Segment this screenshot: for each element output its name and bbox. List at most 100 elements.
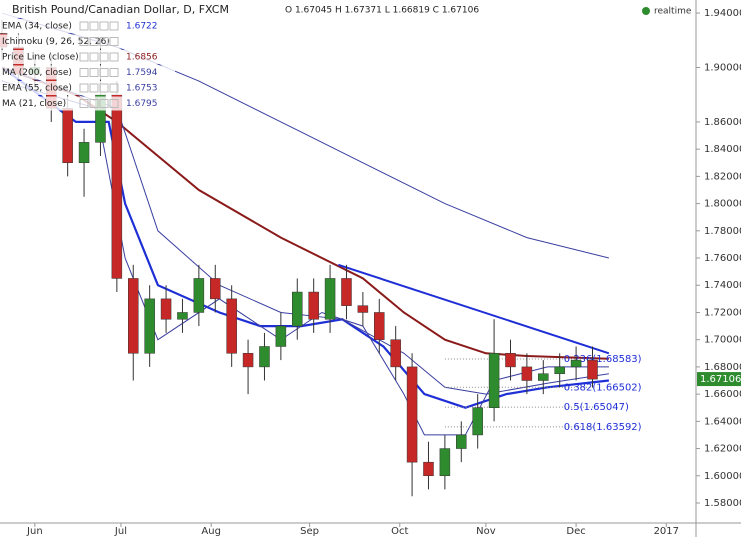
y-tick-label: 1.68000 bbox=[704, 362, 741, 373]
fib-label: 0.618(1.63592) bbox=[564, 422, 642, 433]
legend-name: EMA (34, close) bbox=[2, 22, 72, 32]
candle-body bbox=[374, 312, 385, 340]
legend-value: 1.6856 bbox=[126, 53, 158, 63]
candle-body bbox=[456, 434, 467, 449]
x-tick-label: Nov bbox=[476, 526, 496, 537]
y-tick-label: 1.58000 bbox=[704, 498, 741, 509]
candle-body bbox=[472, 407, 483, 436]
candle-body bbox=[390, 339, 401, 368]
legend-icon bbox=[99, 37, 109, 46]
legend-icon bbox=[99, 21, 109, 31]
candle-body bbox=[488, 353, 500, 408]
legend-name: MA (200, close) bbox=[2, 68, 72, 78]
legend-icon bbox=[89, 99, 99, 108]
legend-value: 1.6722 bbox=[126, 22, 158, 32]
candle-body bbox=[308, 291, 319, 320]
legend-icon bbox=[89, 21, 99, 31]
legend-icon bbox=[79, 52, 89, 62]
candle-body bbox=[111, 94, 123, 279]
candle-body bbox=[341, 278, 352, 306]
legend-icon bbox=[79, 37, 89, 46]
candle-body bbox=[78, 142, 90, 164]
chart-title: British Pound/Canadian Dollar, D, FXCM bbox=[12, 3, 229, 16]
x-tick-label: Oct bbox=[391, 526, 408, 537]
fib-label: 0.5(1.65047) bbox=[564, 402, 629, 413]
candle-body bbox=[144, 298, 155, 354]
header-bg bbox=[0, 0, 330, 18]
y-tick-label: 1.78000 bbox=[704, 226, 741, 237]
x-tick-label: 2017 bbox=[654, 526, 679, 537]
y-tick-label: 1.86000 bbox=[704, 117, 741, 128]
last-price-label: 1.67106 bbox=[700, 374, 741, 385]
y-tick-label: 1.72000 bbox=[704, 307, 741, 318]
y-tick-label: 1.60000 bbox=[704, 471, 741, 482]
legend-icon bbox=[109, 68, 119, 77]
legend-icon bbox=[89, 37, 99, 46]
candle-body bbox=[193, 278, 205, 313]
fib-label: 0.382(1.66502) bbox=[564, 382, 642, 393]
legend-name: Ichimoku (9, 26, 52, 26) bbox=[2, 37, 110, 47]
candle-body bbox=[406, 366, 418, 463]
legend-icon bbox=[79, 83, 89, 93]
y-tick-label: 1.62000 bbox=[704, 444, 741, 455]
legend-icon bbox=[99, 68, 109, 77]
y-tick-label: 1.76000 bbox=[704, 253, 741, 264]
status-dot bbox=[642, 7, 650, 15]
legend-icon bbox=[99, 83, 109, 93]
candle-body bbox=[62, 108, 73, 164]
legend-icon bbox=[99, 52, 109, 62]
y-tick-label: 1.70000 bbox=[704, 335, 741, 346]
candle-body bbox=[357, 305, 369, 313]
candle-body bbox=[275, 325, 287, 347]
x-tick-label: Sep bbox=[300, 526, 319, 537]
candle-body bbox=[505, 353, 516, 368]
candle-body bbox=[226, 298, 237, 354]
x-tick-label: Jun bbox=[26, 526, 43, 537]
candle-body bbox=[177, 312, 188, 320]
legend-icon bbox=[79, 68, 89, 77]
last-price-tag bbox=[697, 372, 741, 387]
candle-body bbox=[128, 278, 139, 354]
candle-body bbox=[423, 461, 434, 477]
candle-body bbox=[210, 278, 221, 300]
candle-body bbox=[242, 353, 254, 368]
legend-name: Price Line (close) bbox=[2, 53, 79, 63]
legend-icon bbox=[109, 52, 119, 62]
candle-body bbox=[570, 359, 582, 368]
trendline bbox=[337, 263, 610, 355]
legend-value: 1.6753 bbox=[126, 84, 158, 94]
candle-body bbox=[587, 359, 598, 380]
candle-body bbox=[538, 373, 549, 381]
y-tick-label: 1.74000 bbox=[704, 280, 741, 291]
y-tick-label: 1.84000 bbox=[704, 144, 741, 155]
candle-body bbox=[554, 366, 565, 374]
y-tick-label: 1.94000 bbox=[704, 8, 741, 19]
y-tick-label: 1.90000 bbox=[704, 63, 741, 74]
x-tick-label: Jul bbox=[114, 526, 127, 537]
legend-icon bbox=[89, 68, 99, 77]
y-tick-label: 1.82000 bbox=[704, 171, 741, 182]
legend-value: 1.6795 bbox=[126, 99, 158, 109]
legend-icon bbox=[89, 83, 99, 93]
legend-icon bbox=[109, 21, 119, 31]
legend-icon bbox=[109, 37, 119, 46]
candle-body bbox=[259, 346, 270, 368]
candle-body bbox=[292, 291, 303, 327]
candle-body bbox=[324, 278, 336, 320]
y-tick-label: 1.66000 bbox=[704, 389, 741, 400]
legend-name: EMA (55, close) bbox=[2, 84, 72, 94]
legend-value: 1.7594 bbox=[126, 68, 158, 78]
y-tick-label: 1.64000 bbox=[704, 416, 741, 427]
legend-icon bbox=[79, 21, 89, 31]
legend-icon bbox=[89, 52, 99, 62]
y-tick-label: 1.80000 bbox=[704, 199, 741, 210]
legend-icon bbox=[109, 99, 119, 108]
fib-label: 0.236(1.68583) bbox=[564, 354, 642, 365]
x-tick-label: Aug bbox=[201, 526, 221, 537]
legend-icon bbox=[99, 99, 109, 108]
candle-body bbox=[439, 448, 451, 477]
ohlc: O 1.67045 H 1.67371 L 1.66819 C 1.67106 bbox=[285, 6, 479, 16]
candle-body bbox=[521, 366, 533, 381]
